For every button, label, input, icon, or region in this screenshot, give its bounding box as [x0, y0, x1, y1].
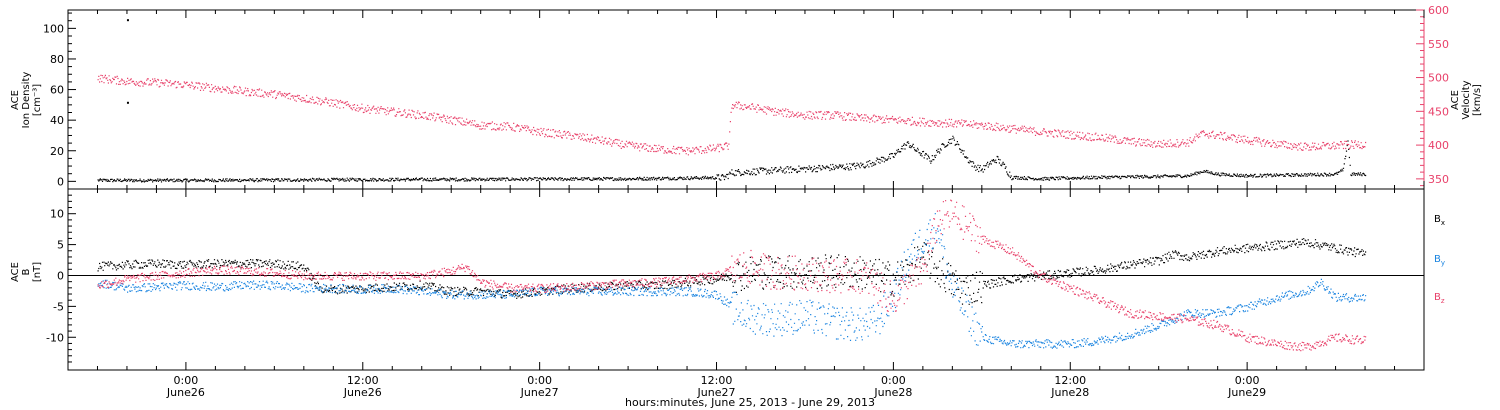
- x-tick-date-label: June27: [697, 386, 736, 399]
- y-label-bottom-line: [nT]: [32, 262, 43, 282]
- y-label-left-line: Ion Density: [21, 72, 32, 129]
- x-tick-date-label: June26: [166, 386, 205, 399]
- y-tick-label-left: 80: [50, 53, 64, 66]
- y-tick-label-bottom: -5: [53, 300, 64, 313]
- y-tick-label-bottom: -10: [46, 331, 64, 344]
- y-tick-label-right: 450: [1428, 105, 1449, 118]
- y-label-right-line: [km/s]: [1472, 84, 1483, 116]
- x-tick-time-label: 0:00: [174, 374, 199, 387]
- x-tick-date-label: June27: [520, 386, 559, 399]
- magnetic-field-panel: -10 -5 0 5 10 ACE B [nT] Bx By Bz: [10, 188, 1445, 371]
- y-tick-label-left: 0: [57, 175, 64, 188]
- y-tick-label-right: 500: [1428, 72, 1449, 85]
- ion-density-points: [97, 135, 1367, 183]
- y-tick-label-bottom: 0: [57, 269, 64, 282]
- y-tick-label-left: 40: [50, 114, 64, 127]
- x-tick-date-label: June28: [1050, 386, 1089, 399]
- y-tick-label-right: 350: [1428, 173, 1449, 186]
- x-tick-date-label: June26: [343, 386, 382, 399]
- top-panel-frame: [67, 9, 1425, 190]
- x-tick-date-label: June29: [1227, 386, 1266, 399]
- y-label-right-line: ACE: [1450, 90, 1461, 110]
- velocity-points: [97, 74, 1367, 156]
- x-tick-time-label: 12:00: [701, 374, 733, 387]
- time-axis: 0:00June2612:00June260:00June2712:00June…: [96, 10, 1425, 399]
- y-tick-label-left: 100: [43, 22, 64, 35]
- x-tick-date-label: June28: [873, 386, 912, 399]
- y-label-left-line: ACE: [10, 90, 21, 110]
- y-label-bottom-line: B: [21, 268, 32, 275]
- x-tick-time-label: 12:00: [347, 374, 379, 387]
- y-tick-label-bottom: 5: [57, 239, 64, 252]
- legend-by: By: [1434, 254, 1445, 267]
- y-label-right-line: Velocity: [1461, 80, 1472, 119]
- x-tick-time-label: 0:00: [527, 374, 552, 387]
- y-tick-label-right: 400: [1428, 139, 1449, 152]
- density-outlier-point: [126, 19, 129, 22]
- density-outlier-point: [126, 101, 129, 104]
- y-label-left-line: [cm⁻³]: [32, 84, 43, 116]
- x-tick-time-label: 0:00: [1235, 374, 1260, 387]
- bottom-panel-frame: [67, 188, 1425, 371]
- y-tick-label-right: 550: [1428, 38, 1449, 51]
- x-tick-time-label: 0:00: [881, 374, 906, 387]
- legend-bz: Bz: [1434, 292, 1445, 305]
- x-axis-label: hours:minutes, June 25, 2013 - June 29, …: [625, 396, 875, 409]
- legend-bx: Bx: [1434, 214, 1445, 227]
- y-tick-label-bottom: 10: [50, 208, 64, 221]
- bx-points: [97, 238, 1367, 305]
- y-tick-label-right: 600: [1428, 4, 1449, 17]
- x-tick-time-label: 12:00: [1054, 374, 1086, 387]
- by-points: [97, 213, 1367, 349]
- y-tick-label-left: 60: [50, 84, 64, 97]
- y-label-bottom-line: ACE: [10, 262, 21, 282]
- y-tick-label-left: 20: [50, 145, 64, 158]
